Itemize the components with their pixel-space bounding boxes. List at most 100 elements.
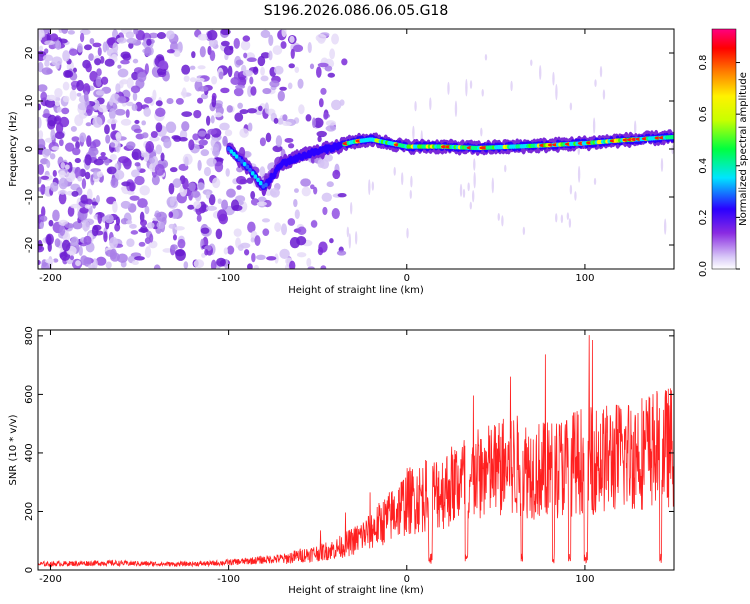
snr-ytick-label: 0: [24, 567, 35, 573]
spectrogram-noise-cell: [251, 252, 256, 263]
spectrogram-noise-cell: [143, 107, 152, 117]
spectrogram-noise-cell: [240, 40, 251, 51]
spectrogram-noise-cell: [166, 49, 175, 54]
spectrogram-noise-cell: [243, 52, 248, 59]
spectrogram-noise-cell: [76, 92, 82, 97]
spectrogram-noise-cell: [74, 166, 82, 179]
spectrogram-noise-cell: [208, 38, 217, 48]
spectrogram-noise-cell: [294, 66, 300, 73]
spectrogram-noise-cell: [145, 140, 155, 153]
spectrogram-noise-cell: [83, 91, 89, 102]
spectrogram-noise-cell: [181, 121, 190, 132]
spectrogram-noise-cell: [83, 44, 92, 51]
spectrogram-noise-cell: [322, 206, 328, 216]
spectrogram-noise-cell: [112, 42, 119, 53]
spectrogram-noise-cell: [146, 222, 155, 229]
spectrogram-noise-cell: [88, 53, 94, 61]
spectrogram-noise-cell: [115, 131, 122, 142]
spectrogram-noise-cell: [237, 244, 244, 252]
spectrogram-noise-cell: [214, 112, 223, 118]
spectrogram-noise-cell: [181, 87, 187, 99]
spectrogram-noise-cell: [72, 67, 77, 73]
spectrogram-noise-cell: [104, 124, 110, 135]
spectrogram-noise-cell: [279, 248, 290, 260]
spectrogram-noise-cell: [133, 29, 139, 35]
spectrogram-noise-cell: [125, 31, 135, 39]
spectrogram-noise-cell: [226, 245, 235, 255]
spectrogram-noise-cell: [199, 46, 206, 58]
spectrogram-noise-cell: [88, 147, 99, 156]
spectrogram-noise-cell: [83, 256, 92, 267]
spectrogram-noise-cell: [50, 181, 59, 192]
spectrogram-noise-cell: [97, 46, 102, 57]
spectrogram-noise-cell: [262, 228, 270, 237]
spectrogram-y-axis: -20 -10 0 10 20: [24, 47, 674, 253]
spectrogram-noise-cell: [53, 258, 59, 263]
spectrogram-noise-cell: [44, 48, 49, 54]
spectrogram-noise-cell: [320, 87, 327, 95]
spectrogram-noise-cell: [336, 250, 347, 256]
spectrogram-noise-cell: [44, 99, 56, 108]
spectrogram-noise-cell: [172, 234, 177, 241]
spectrogram-noise-cell: [289, 35, 295, 43]
spectrogram-noise-cell: [52, 169, 57, 177]
spectrogram-noise-cell: [144, 46, 152, 57]
spectrogram-noise-cell: [253, 66, 259, 75]
spectrogram-noise-cell: [329, 48, 336, 60]
spectrogram-noise-cell: [154, 163, 165, 176]
spectrogram-noise-cell: [170, 244, 178, 251]
spectrogram-noise-cell: [38, 116, 42, 129]
spectrogram-noise-cell: [230, 77, 241, 86]
spectrogram-streak: [602, 89, 606, 100]
spectrogram-ridge-core: [229, 149, 234, 154]
spectrogram-noise-cell: [318, 241, 328, 253]
snr-frame: [37, 329, 675, 571]
spectrogram-noise-cell: [209, 50, 216, 62]
spectrogram-noise-cell: [288, 63, 295, 69]
spectrogram-noise-cell: [331, 208, 340, 220]
spectrogram-noise-cell: [317, 135, 322, 143]
spectrogram-xtick-label: 100: [575, 273, 594, 284]
spectrogram-noise-cell: [296, 252, 307, 258]
spectrogram-noise-cell: [54, 100, 60, 107]
spectrogram-noise-cell: [44, 60, 50, 67]
spectrogram-noise-cell: [64, 142, 75, 152]
spectrogram-streak: [574, 191, 577, 201]
spectrogram-noise-cell: [318, 98, 324, 108]
spectrogram-noise-cell: [69, 255, 75, 261]
spectrogram-noise-cell: [79, 132, 87, 143]
spectrogram-noise-cell: [59, 224, 66, 237]
spectrogram-noise-cell: [92, 116, 103, 128]
spectrogram-ridge-core: [226, 146, 231, 152]
spectrogram-noise-cell: [47, 114, 57, 127]
spectrogram-noise-cell: [280, 41, 287, 49]
spectrogram-noise-cell: [198, 139, 208, 146]
spectrogram-noise-cell: [156, 211, 167, 222]
spectrogram-noise-cell: [126, 220, 133, 225]
spectrogram-noise-cell: [268, 50, 273, 61]
spectrogram-noise-cell: [87, 264, 96, 269]
spectrogram-noise-cell: [258, 105, 263, 112]
spectrogram-noise-cell: [71, 84, 77, 91]
spectrogram-noise-cell: [49, 33, 59, 42]
spectrogram-streak: [555, 84, 558, 101]
spectrogram-noise-cell: [71, 136, 80, 142]
spectrogram-streak: [504, 164, 507, 173]
spectrogram-noise-cell: [120, 59, 130, 65]
spectrogram-noise-cell: [223, 247, 229, 255]
spectrogram-noise-cell: [297, 78, 304, 89]
spectrogram-noise-cell: [316, 66, 322, 78]
spectrogram-noise-cell: [181, 111, 193, 118]
spectrogram-noise-cell: [40, 175, 50, 180]
spectrogram-noise-cell: [337, 193, 347, 198]
spectrogram-noise-cell: [321, 192, 333, 203]
spectrogram-ridge-core: [234, 154, 239, 159]
spectrogram-noise-cell: [137, 198, 148, 209]
spectrogram-noise-cell: [85, 62, 92, 73]
spectrogram-noise-cell: [126, 238, 135, 248]
spectrogram-noise-cell: [212, 143, 220, 156]
spectrogram-streak: [465, 78, 468, 97]
spectrogram-noise-cell: [79, 207, 89, 214]
spectrogram-noise-cell: [238, 200, 244, 205]
